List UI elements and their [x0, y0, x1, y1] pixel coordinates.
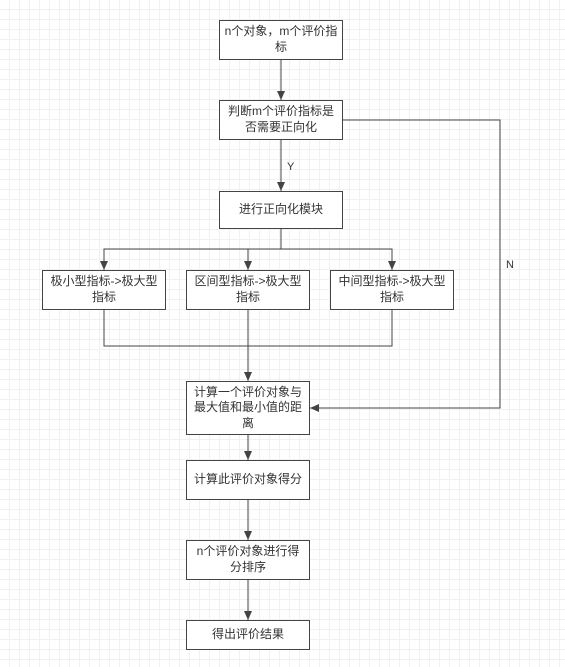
arrowhead-icon	[388, 261, 396, 270]
node-mid-to-max: 中间型指标->极大型指标	[330, 270, 454, 310]
edge-label-yes: Y	[287, 161, 295, 173]
node-label: 中间型指标->极大型指标	[335, 274, 449, 305]
arrowhead-icon	[277, 182, 285, 191]
node-output: 得出评价结果	[186, 620, 310, 650]
edge	[104, 229, 281, 270]
node-label: 极小型指标->极大型指标	[47, 274, 161, 305]
node-label: n个对象，m个评价指标	[224, 24, 338, 55]
edge-label-no: N	[506, 259, 514, 271]
arrowhead-icon	[244, 611, 252, 620]
node-input: n个对象，m个评价指标	[219, 20, 343, 60]
edge	[281, 229, 392, 270]
node-label: 区间型指标->极大型指标	[191, 274, 305, 305]
node-label: 判断m个评价指标是否需要正向化	[224, 104, 338, 135]
arrowhead-icon	[244, 531, 252, 540]
edge	[248, 310, 392, 346]
node-label: 计算此评价对象得分	[194, 472, 302, 488]
node-label: n个评价对象进行得分排序	[191, 544, 305, 575]
node-min-to-max: 极小型指标->极大型指标	[42, 270, 166, 310]
node-interval-to-max: 区间型指标->极大型指标	[186, 270, 310, 310]
edge	[310, 120, 500, 408]
node-label: 进行正向化模块	[239, 202, 323, 218]
node-score: 计算此评价对象得分	[186, 460, 310, 500]
node-normalize: 进行正向化模块	[219, 191, 343, 229]
node-sort: n个评价对象进行得分排序	[186, 540, 310, 580]
arrowhead-icon	[244, 372, 252, 381]
node-label: 得出评价结果	[212, 627, 284, 643]
node-decision: 判断m个评价指标是否需要正向化	[219, 100, 343, 140]
arrowhead-icon	[244, 451, 252, 460]
arrowhead-icon	[277, 91, 285, 100]
arrowhead-icon	[310, 404, 319, 412]
node-label: 计算一个评价对象与最大值和最小值的距离	[191, 385, 305, 432]
edge	[104, 310, 248, 381]
node-distance: 计算一个评价对象与最大值和最小值的距离	[186, 381, 310, 435]
arrowhead-icon	[100, 261, 108, 270]
arrowhead-icon	[244, 261, 252, 270]
edge	[248, 229, 281, 270]
